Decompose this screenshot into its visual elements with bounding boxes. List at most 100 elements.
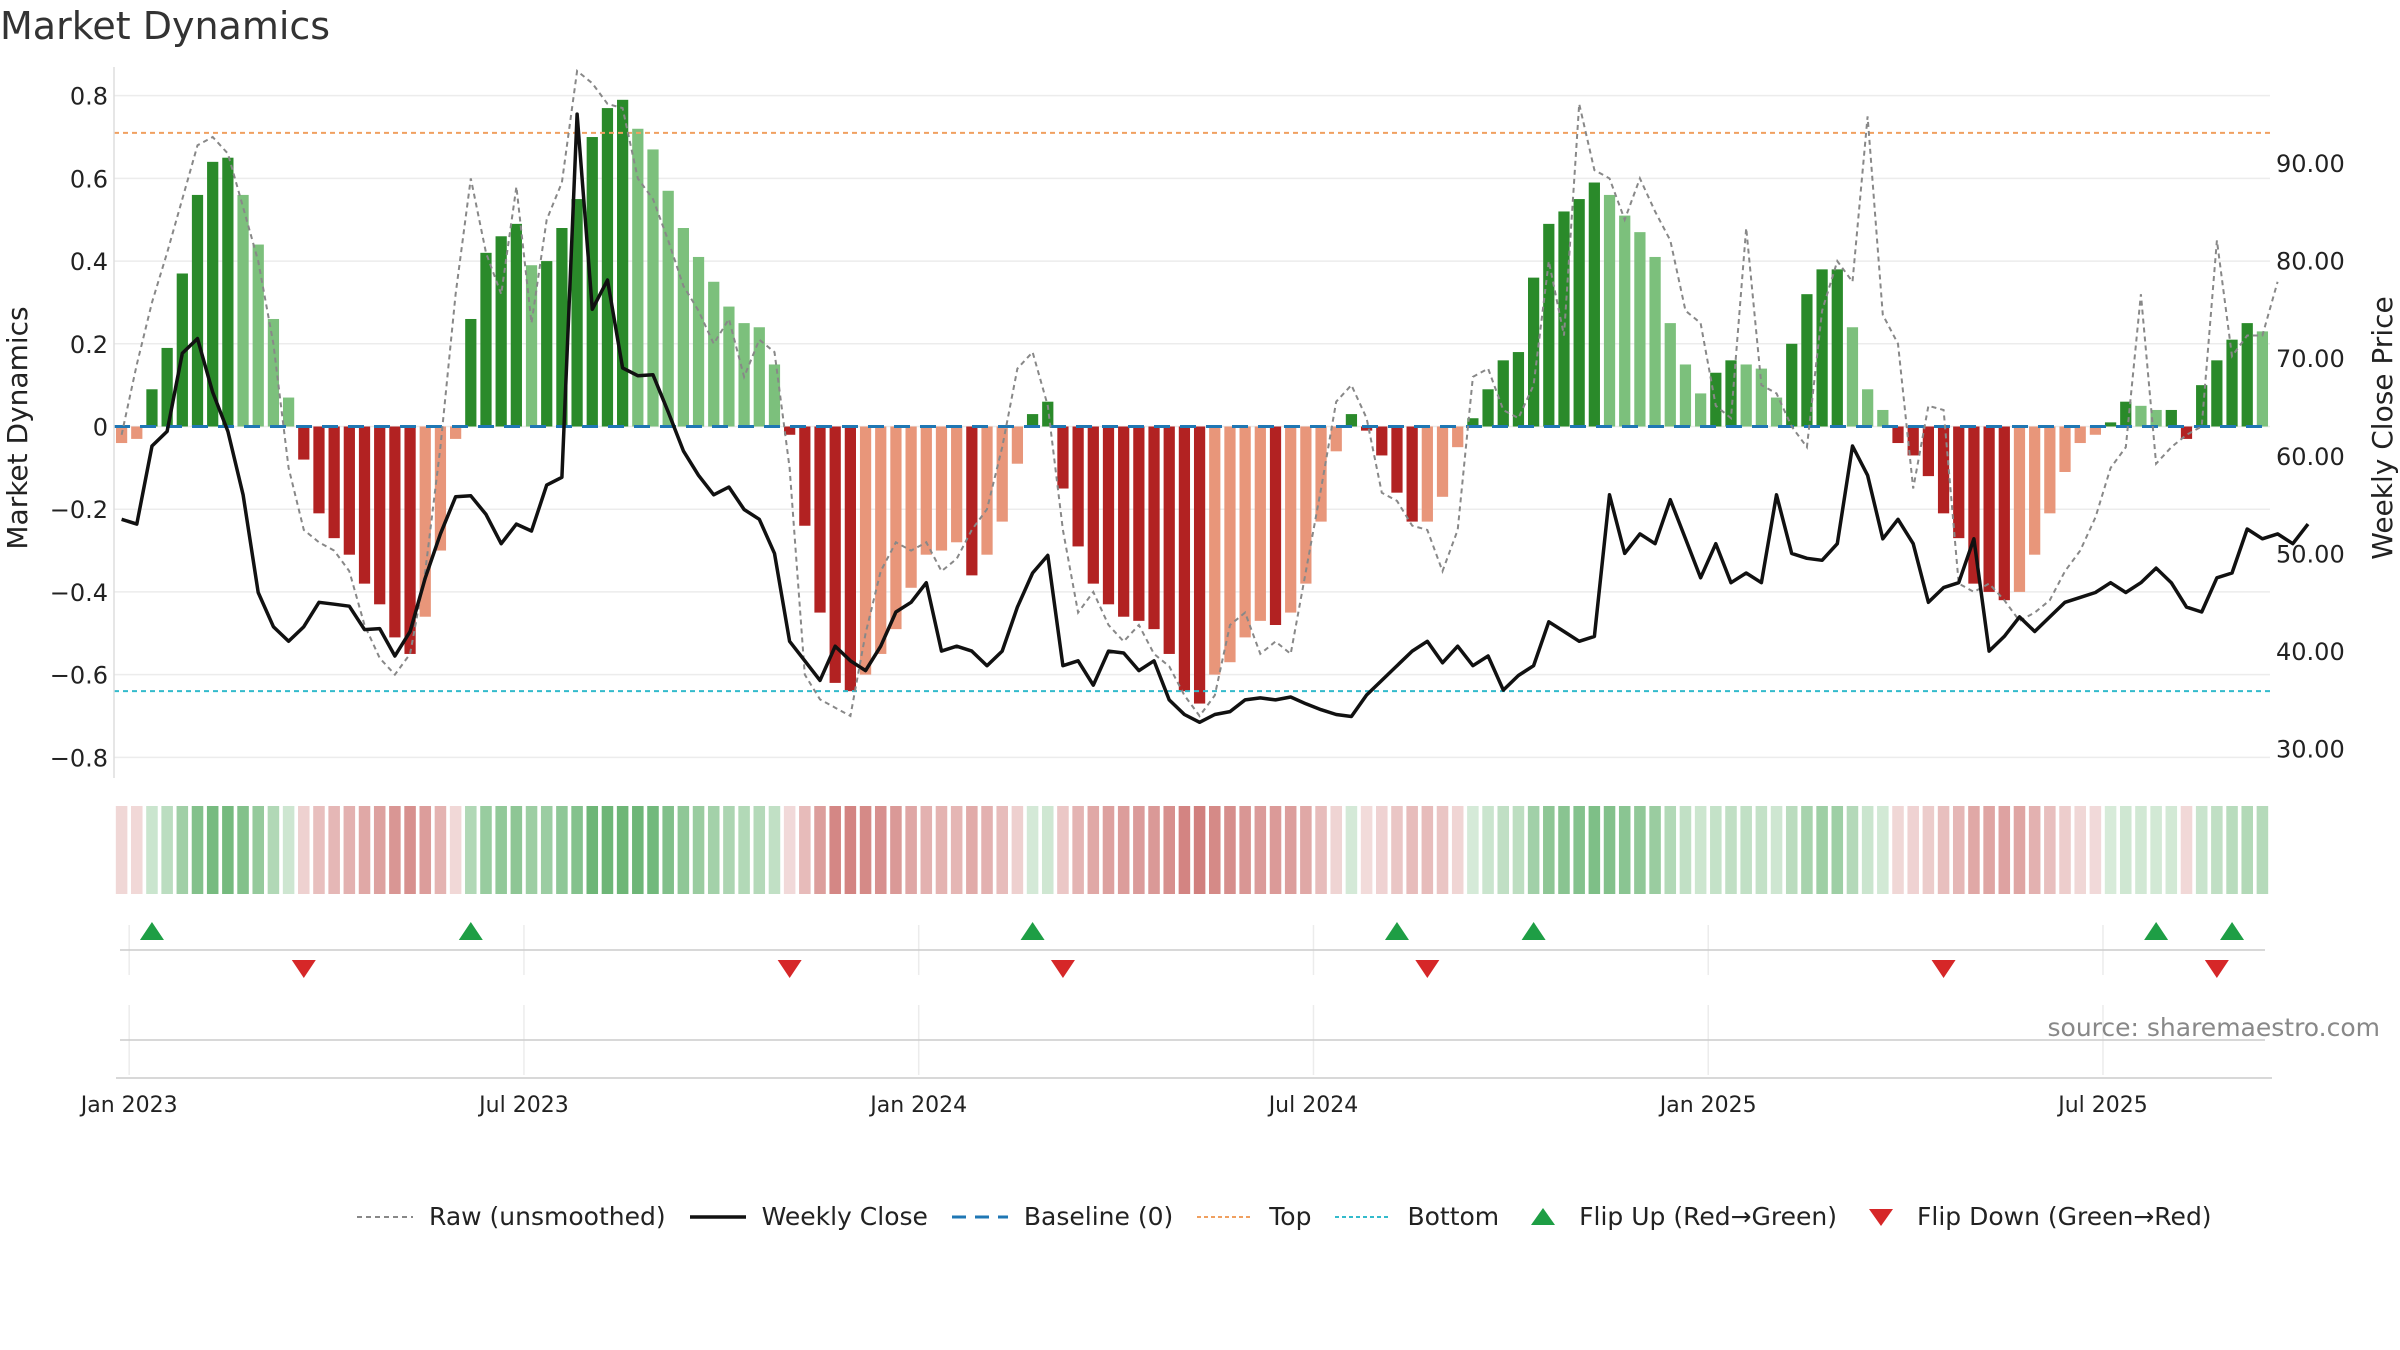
signal-strip-cell <box>525 806 538 894</box>
dynamics-bar <box>586 137 598 427</box>
dynamics-bar <box>2013 426 2026 592</box>
flip-down-marker <box>1415 960 1440 978</box>
signal-strip-cell <box>1011 806 1024 894</box>
flip-up-marker <box>2144 922 2169 940</box>
dynamics-bar <box>434 426 447 551</box>
signal-strip-cell <box>1725 806 1737 894</box>
signal-strip-cell <box>1588 806 1601 894</box>
dynamics-bar <box>890 426 902 630</box>
dynamics-bar <box>2135 405 2147 427</box>
signal-strip-cell <box>1467 806 1479 894</box>
signal-strip-cell <box>1740 806 1752 894</box>
dynamics-bar <box>1011 426 1024 464</box>
axes: 0.8 0.6 0.4 0.2 0 −0.2 −0.4 −0.6 −0.8 90.00 80.00 7… <box>50 67 2345 1118</box>
dynamics-bar <box>1710 372 1722 427</box>
dynamics-bar <box>2196 385 2208 427</box>
dynamics-bar <box>1816 269 1828 427</box>
signal-strip-cell <box>222 806 234 894</box>
dynamics-bar <box>2256 331 2269 427</box>
signal-strip-cell <box>2211 806 2223 894</box>
dynamics-bar <box>525 265 538 427</box>
dynamics-bar <box>905 426 917 588</box>
x-tick-label: Jan 2023 <box>79 1093 178 1118</box>
dynamics-bar <box>1907 426 1919 456</box>
signal-strip-cell <box>419 806 432 894</box>
dynamics-bar <box>1163 426 1175 654</box>
dynamics-bar <box>1193 426 1206 704</box>
signal-strip-cell <box>1573 806 1585 894</box>
signal-strip-cell <box>1178 806 1191 894</box>
signal-strip-cell <box>2028 806 2041 894</box>
dynamics-bar <box>465 318 477 427</box>
dynamics-bar <box>450 426 462 439</box>
signal-strip-cell <box>1497 806 1510 894</box>
dynamics-bar <box>146 389 158 427</box>
x-tick-label: Jan 2024 <box>868 1093 967 1118</box>
signal-strip-cell <box>1254 806 1267 894</box>
signal-strip-cell <box>981 806 993 894</box>
dynamics-bar <box>1360 426 1373 431</box>
signal-strip-cell <box>2119 806 2132 894</box>
dynamics-bar <box>647 149 659 427</box>
signal-strip-cell <box>1846 806 1859 894</box>
dynamics-bar <box>966 426 978 576</box>
dynamics-bar <box>844 426 856 692</box>
dynamics-bar <box>556 228 568 427</box>
dynamics-bar <box>1224 426 1236 663</box>
dynamics-bar <box>1740 364 1752 427</box>
dynamics-bar <box>1436 426 1449 497</box>
dynamics-bar <box>1664 323 1676 427</box>
signal-strip-cell <box>176 806 189 894</box>
signal-strip <box>115 806 2269 894</box>
dynamics-bar <box>768 364 781 427</box>
signal-strip-cell <box>237 806 249 894</box>
signal-strip-cell <box>1300 806 1312 894</box>
dynamics-bar <box>617 99 629 427</box>
legend-flip-up-label: Flip Up (Red→Green) <box>1579 1202 1838 1231</box>
dynamics-bar <box>1102 426 1115 605</box>
signal-strip-cell <box>890 806 902 894</box>
dynamics-bar <box>1482 389 1494 427</box>
signal-strip-cell <box>2241 806 2253 894</box>
signal-strip-cell <box>601 806 614 894</box>
x-tick-label: Jul 2024 <box>1267 1093 1359 1118</box>
dynamics-bar <box>1983 426 1995 592</box>
flip-up-marker <box>1384 922 1409 940</box>
signal-strip-cell <box>1315 806 1327 894</box>
dynamics-bar <box>1285 426 1297 613</box>
signal-strip-cell <box>1163 806 1175 894</box>
dynamics-bar <box>920 426 932 555</box>
dynamics-bar <box>161 347 173 427</box>
signal-strip-cell <box>768 806 781 894</box>
signal-strip-cell <box>753 806 766 894</box>
y-left-tick-label: −0.4 <box>50 579 108 607</box>
dynamics-bar <box>1209 426 1221 675</box>
flip-down-marker <box>2204 960 2229 978</box>
dynamics-bar <box>389 426 401 638</box>
signal-strip-cell <box>389 806 401 894</box>
dynamics-bar <box>1892 426 1904 444</box>
signal-strip-cell <box>2180 806 2193 894</box>
signal-strip-cell <box>1284 806 1297 894</box>
legend-close-swatch <box>689 1214 746 1219</box>
dynamics-bar <box>2029 426 2041 555</box>
dynamics-bar <box>1695 393 1707 427</box>
signal-strip-cell <box>814 806 826 894</box>
raw-series-line <box>120 68 2279 718</box>
legend-bottom-label: Bottom <box>1407 1202 1500 1231</box>
signal-strip-cell <box>966 806 978 894</box>
dynamics-bar <box>1862 389 1874 427</box>
signal-strip-cell <box>2256 806 2269 894</box>
dynamics-bar <box>2120 401 2132 427</box>
flip-down-marker <box>1931 960 1956 978</box>
signal-strip-cell <box>1451 806 1464 894</box>
weekly-close-line <box>121 112 2310 725</box>
dynamics-bar <box>1877 409 1889 427</box>
y-left-tick-label: −0.2 <box>50 496 108 524</box>
dynamics-bar <box>829 426 841 683</box>
dynamics-bar <box>1376 426 1388 456</box>
flip-up-marker <box>139 922 164 940</box>
signal-strip-cell <box>1937 806 1950 894</box>
legend-flip-down: Flip Down (Green→Red) <box>1859 1202 2212 1231</box>
dynamics-bar <box>1042 401 1054 427</box>
